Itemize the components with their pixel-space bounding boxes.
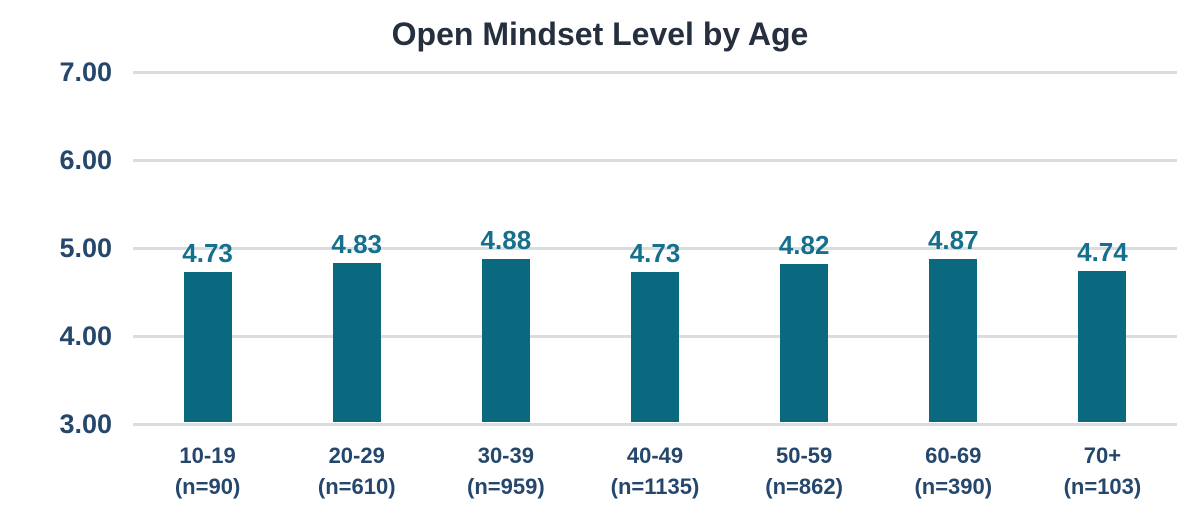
bar-50-59: [780, 263, 829, 422]
x-axis-label: 70+ (n=103): [1028, 440, 1177, 502]
x-label-sample-size: (n=1135): [610, 474, 700, 499]
bar-30-39: [481, 258, 530, 422]
bar-value-label: 4.87: [927, 225, 979, 256]
plot-area: 7.00 6.00 5.00 4.00 3.00 4.73 4.83 4.88 4.73 4.8…: [59, 57, 1177, 439]
bars-row: 4.73 4.83 4.88 4.73 4.82 4.87 4.74: [133, 72, 1177, 424]
bar-value-label: 4.88: [480, 224, 532, 255]
x-axis-label: 20-29 (n=610): [282, 440, 431, 502]
x-label-age-range: 20-29: [328, 443, 385, 468]
x-axis-label: 60-69 (n=390): [879, 440, 1028, 502]
y-axis-tick-label: 3.00: [59, 409, 112, 439]
gridline: [133, 158, 1177, 162]
y-axis-tick-label: 7.00: [59, 57, 112, 87]
x-label-age-range: 10-19: [179, 443, 236, 468]
y-axis-tick-label: 6.00: [59, 145, 112, 175]
y-axis-tick-label: 5.00: [59, 233, 112, 263]
x-label-age-range: 40-49: [626, 443, 684, 468]
x-label-sample-size: (n=610): [317, 474, 396, 499]
bar-40-49: [630, 271, 679, 422]
x-axis-label: 40-49 (n=1135): [580, 440, 729, 502]
chart-title: Open Mindset Level by Age: [391, 16, 809, 52]
x-axis-label: 10-19 (n=90): [133, 440, 282, 502]
bar-slot: 4.83: [282, 72, 431, 424]
x-label-sample-size: (n=959): [467, 474, 545, 499]
bar-60-69: [929, 259, 978, 422]
bar-20-29: [332, 262, 381, 422]
x-axis-label: 50-59 (n=862): [730, 440, 879, 502]
bar-slot: 4.82: [730, 72, 879, 424]
x-label-age-range: 50-59: [775, 443, 833, 468]
bar-value-label: 4.74: [1077, 236, 1128, 267]
x-label-age-range: 60-69: [925, 443, 982, 468]
bar-slot: 4.87: [879, 72, 1028, 424]
x-label-age-range: 70+: [1083, 443, 1122, 468]
x-label-sample-size: (n=103): [1063, 474, 1142, 499]
gridline: [133, 246, 1177, 250]
bar-value-label: 4.73: [629, 237, 681, 268]
bar-value-label: 4.83: [331, 228, 383, 259]
bar-slot: 4.74: [1028, 72, 1177, 424]
x-axis-labels: 10-19 (n=90) 20-29 (n=610) 30-39 (n=959) 40-49…: [133, 440, 1177, 502]
gridline: [133, 422, 1177, 426]
bar-value-label: 4.82: [778, 229, 830, 260]
bar-10-19: [183, 271, 232, 422]
x-axis-label: 30-39 (n=959): [431, 440, 580, 502]
bar-slot: 4.73: [580, 72, 729, 424]
x-label-sample-size: (n=90): [174, 474, 241, 499]
x-label-age-range: 30-39: [477, 443, 534, 468]
gridline: [133, 70, 1177, 74]
bar-value-label: 4.73: [182, 237, 233, 268]
x-label-sample-size: (n=862): [765, 474, 843, 499]
y-axis-tick-label: 4.00: [59, 321, 112, 351]
bar-slot: 4.73: [133, 72, 282, 424]
bar-70+: [1078, 270, 1127, 422]
x-label-sample-size: (n=390): [914, 474, 993, 499]
bar-slot: 4.88: [431, 72, 580, 424]
